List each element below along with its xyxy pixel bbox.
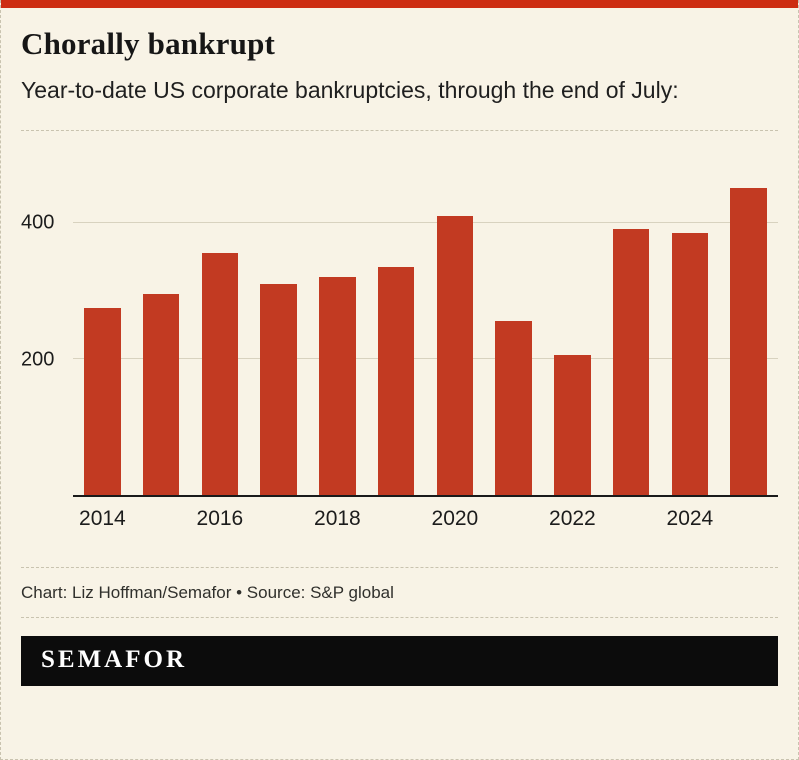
bar-2018 [319, 277, 356, 496]
bar-slot-2018 [308, 161, 367, 496]
bar-slot-2019 [367, 161, 426, 496]
x-tick-label-2025 [719, 507, 778, 531]
bar-2015 [142, 294, 180, 496]
bar-2021 [495, 321, 532, 496]
brand-accent-strip [1, 0, 798, 8]
divider-above-credit [21, 567, 778, 569]
x-tick-label-2019 [367, 507, 426, 531]
chart-title: Chorally bankrupt [21, 26, 276, 61]
bar-slot-2020 [426, 161, 485, 496]
bar-slot-2015 [132, 161, 191, 496]
y-tick-label-400: 400 [21, 211, 55, 234]
gridline-400 [73, 221, 778, 223]
semafor-logo: SEMAFOR [41, 646, 187, 674]
x-tick-label-2016: 2016 [196, 507, 244, 531]
x-tick-label-2020: 2020 [431, 507, 479, 531]
x-tick-label-2022: 2022 [549, 507, 596, 531]
gridline-200 [73, 357, 778, 359]
x-tick-label-2021 [484, 507, 543, 531]
y-tick-label-200: 200 [21, 348, 55, 371]
bar-slot-2023 [602, 161, 661, 496]
semafor-logo-bar: SEMAFOR [21, 636, 778, 687]
bar-slot-2014 [73, 161, 132, 496]
credit-line: Chart: Liz Hoffman/Semafor • Source: S&P… [21, 583, 394, 603]
bar-chart: 200 400 [21, 161, 778, 498]
bar-slot-2017 [249, 161, 308, 496]
bar-2014 [84, 307, 121, 496]
bar-2024 [671, 232, 709, 496]
x-tick-label-2024: 2024 [666, 507, 714, 531]
content: Chorally bankrupt Year-to-date US corpor… [1, 26, 798, 687]
x-tick-label-2018: 2018 [314, 507, 361, 531]
bar-slot-2021 [484, 161, 543, 496]
bar-slot-2016 [191, 161, 250, 496]
x-axis-labels: 2014 2016 2018 2020 2022 2024 [73, 497, 778, 531]
bar-slot-2024 [661, 161, 720, 496]
bar-2016 [201, 253, 239, 496]
bar-2023 [612, 229, 650, 496]
bar-2017 [260, 283, 297, 496]
x-tick-label-2023 [602, 507, 661, 531]
bar-slot-2025 [719, 161, 778, 496]
bar-slot-2022 [543, 161, 602, 496]
x-tick-label-2017 [249, 507, 308, 531]
bar-2019 [377, 266, 415, 496]
bar-2025 [730, 188, 767, 496]
bar-2020 [436, 215, 474, 496]
x-tick-label-2014: 2014 [79, 507, 126, 531]
divider-top [21, 130, 778, 132]
bar-2022 [554, 355, 591, 496]
x-tick-label-2015 [132, 507, 191, 531]
plot-area [73, 161, 778, 498]
bars-row [73, 161, 778, 496]
divider-below-credit [21, 617, 778, 619]
y-axis: 200 400 [21, 161, 73, 497]
chart-subtitle: Year-to-date US corporate bankruptcies, … [21, 77, 679, 103]
